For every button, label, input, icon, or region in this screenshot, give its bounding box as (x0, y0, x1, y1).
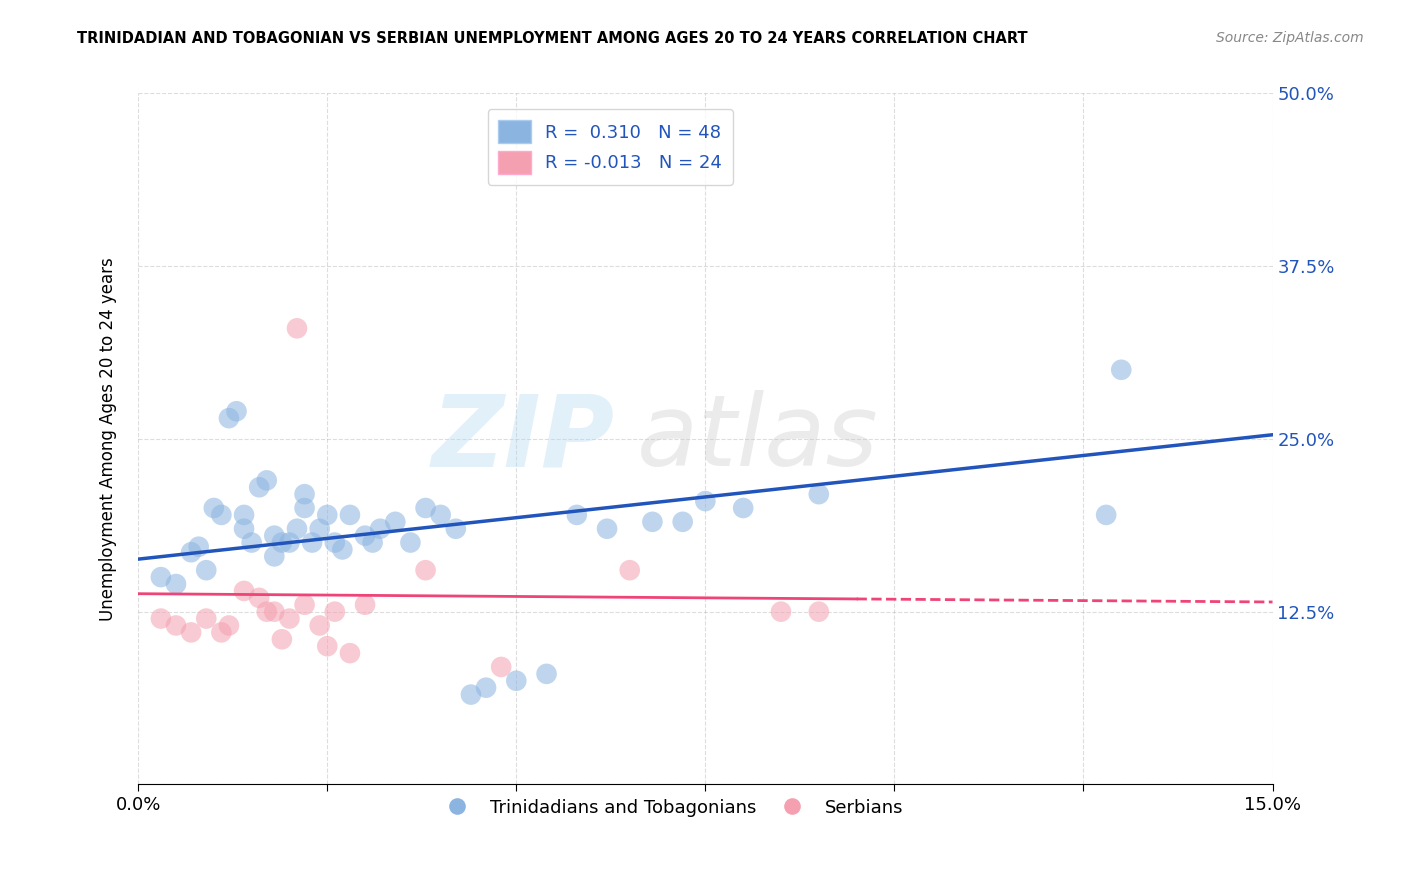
Point (399, 535, 422, 549)
Point (1109, 363, 1132, 377)
Point (294, 598, 316, 612)
Point (368, 522, 391, 536)
Point (218, 618, 240, 632)
Point (209, 625, 232, 640)
Point (695, 494, 717, 508)
Point (263, 605, 285, 619)
Point (429, 508, 451, 522)
Point (641, 515, 664, 529)
Point (475, 681, 498, 695)
Point (187, 540, 209, 554)
Point (308, 618, 330, 632)
Point (323, 535, 346, 549)
Point (505, 673, 527, 688)
Point (195, 611, 218, 625)
Legend: Trinidadians and Tobagonians, Serbians: Trinidadians and Tobagonians, Serbians (432, 791, 911, 824)
Point (285, 321, 308, 335)
Point (536, 666, 558, 681)
Point (1095, 508, 1118, 522)
Point (361, 535, 384, 549)
Point (165, 577, 187, 591)
Point (233, 522, 256, 536)
Point (247, 591, 270, 605)
Point (444, 522, 467, 536)
Point (489, 660, 512, 674)
Point (233, 583, 256, 598)
Point (316, 639, 339, 653)
Point (332, 542, 354, 557)
Point (256, 474, 278, 488)
Point (354, 598, 377, 612)
Point (339, 508, 361, 522)
Point (247, 480, 270, 494)
Point (202, 501, 225, 516)
Point (225, 404, 247, 418)
Point (415, 563, 437, 577)
Point (294, 501, 316, 516)
Point (384, 515, 406, 529)
Point (619, 563, 641, 577)
Point (354, 528, 377, 542)
Y-axis label: Unemployment Among Ages 20 to 24 years: Unemployment Among Ages 20 to 24 years (100, 257, 117, 621)
Point (278, 611, 301, 625)
Point (263, 528, 285, 542)
Point (415, 501, 437, 516)
Point (263, 549, 285, 564)
Point (308, 522, 330, 536)
Point (149, 570, 172, 584)
Point (256, 605, 278, 619)
Point (180, 625, 202, 640)
Point (339, 646, 361, 660)
Point (285, 522, 308, 536)
Text: ZIP: ZIP (432, 391, 614, 487)
Point (165, 618, 187, 632)
Point (149, 611, 172, 625)
Text: atlas: atlas (637, 391, 879, 487)
Text: Source: ZipAtlas.com: Source: ZipAtlas.com (1216, 31, 1364, 45)
Point (596, 522, 619, 536)
Point (301, 535, 323, 549)
Point (316, 508, 339, 522)
Point (807, 487, 830, 501)
Point (233, 508, 256, 522)
Point (460, 688, 482, 702)
Text: TRINIDADIAN AND TOBAGONIAN VS SERBIAN UNEMPLOYMENT AMONG AGES 20 TO 24 YEARS COR: TRINIDADIAN AND TOBAGONIAN VS SERBIAN UN… (77, 31, 1028, 46)
Point (294, 487, 316, 501)
Point (278, 535, 301, 549)
Point (240, 535, 263, 549)
Point (270, 632, 292, 647)
Point (180, 545, 202, 559)
Point (218, 411, 240, 425)
Point (195, 563, 218, 577)
Point (672, 515, 695, 529)
Point (209, 508, 232, 522)
Point (565, 508, 588, 522)
Point (270, 535, 292, 549)
Point (769, 605, 792, 619)
Point (733, 501, 755, 516)
Point (807, 605, 830, 619)
Point (323, 605, 346, 619)
